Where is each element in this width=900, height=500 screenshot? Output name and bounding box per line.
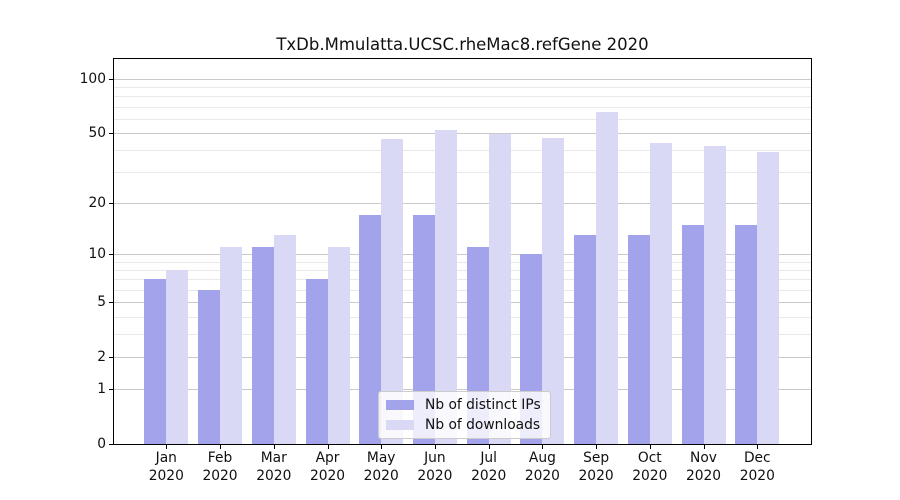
bar-downloads-sep <box>596 112 619 444</box>
x-tick-mark <box>596 445 598 449</box>
x-tick-label-nov: Nov 2020 <box>685 450 722 484</box>
major-gridline <box>114 254 811 256</box>
minor-gridline <box>114 172 811 174</box>
minor-gridline <box>114 261 811 263</box>
x-tick-mark <box>649 445 651 449</box>
major-gridline <box>114 302 811 304</box>
y-tick-mark <box>109 444 113 445</box>
y-tick-mark <box>109 203 113 204</box>
bar-distinct-ips-dec <box>735 224 758 444</box>
minor-gridline <box>114 86 811 88</box>
bar-downloads-jul <box>488 134 511 444</box>
y-tick-label: 50 <box>88 124 106 141</box>
x-tick-mark <box>703 445 705 449</box>
y-tick-mark <box>109 254 113 256</box>
minor-gridline <box>114 334 811 336</box>
minor-gridline <box>114 96 811 98</box>
x-tick-mark <box>488 445 490 449</box>
y-tick-label: 5 <box>97 294 106 311</box>
minor-gridline <box>114 106 811 108</box>
major-gridline <box>114 132 811 134</box>
x-tick-label-sep: Sep 2020 <box>578 450 614 484</box>
bar-distinct-ips-apr <box>305 279 328 444</box>
x-tick-mark <box>434 445 436 449</box>
legend-label-downloads: Nb of downloads <box>425 417 541 433</box>
bar-distinct-ips-feb <box>198 289 220 444</box>
minor-gridline <box>114 316 811 318</box>
x-tick-mark <box>220 445 221 449</box>
plot-area <box>113 58 812 445</box>
x-tick-label-oct: Oct 2020 <box>632 450 668 484</box>
major-gridline <box>114 357 811 358</box>
bar-downloads-mar <box>273 235 296 444</box>
legend-item-distinct-ips: Nb of distinct IPs <box>386 396 541 414</box>
y-tick-label: 10 <box>88 246 106 263</box>
x-tick-label-apr: Apr 2020 <box>309 450 346 484</box>
y-tick-label: 1 <box>97 381 106 398</box>
minor-gridline <box>114 289 811 291</box>
minor-gridline <box>114 118 811 120</box>
bar-distinct-ips-oct <box>627 235 650 444</box>
bar-distinct-ips-jun <box>412 215 435 444</box>
legend-label-distinct-ips: Nb of distinct IPs <box>425 397 541 413</box>
legend-swatch-distinct-ips-icon <box>386 400 414 410</box>
bar-distinct-ips-may <box>359 215 382 444</box>
y-tick-label: 20 <box>88 195 106 211</box>
y-tick-mark <box>109 389 113 391</box>
x-tick-label-aug: Aug 2020 <box>524 450 560 484</box>
minor-gridline <box>114 279 811 281</box>
x-tick-label-jan: Jan 2020 <box>148 450 184 484</box>
major-gridline <box>114 203 811 204</box>
legend: Nb of distinct IPs Nb of downloads <box>378 391 551 439</box>
x-tick-label-dec: Dec 2020 <box>739 450 775 484</box>
x-tick-mark <box>327 445 329 449</box>
x-tick-label-may: May 2020 <box>363 450 399 484</box>
major-gridline <box>114 389 811 391</box>
bar-distinct-ips-mar <box>251 247 274 444</box>
y-tick-mark <box>109 302 113 304</box>
bar-distinct-ips-jan <box>144 279 167 444</box>
y-tick-label: 100 <box>79 70 106 87</box>
x-tick-mark <box>273 445 275 449</box>
x-tick-mark <box>166 445 168 449</box>
minor-gridline <box>114 270 811 271</box>
bar-distinct-ips-sep <box>574 235 597 444</box>
x-tick-label-jul: Jul 2020 <box>471 450 507 484</box>
minor-gridline <box>114 150 811 151</box>
y-tick-label: 2 <box>97 349 106 365</box>
bar-downloads-aug <box>542 137 565 444</box>
bar-downloads-oct <box>649 142 672 444</box>
bar-downloads-jun <box>434 129 457 444</box>
x-tick-mark <box>542 445 544 449</box>
bar-distinct-ips-nov <box>681 224 704 444</box>
x-tick-mark <box>757 445 759 449</box>
x-tick-label-mar: Mar 2020 <box>256 450 292 484</box>
x-tick-label-jun: Jun 2020 <box>417 450 453 484</box>
y-tick-mark <box>109 132 113 134</box>
bar-downloads-may <box>381 139 404 444</box>
y-tick-label: 0 <box>97 436 106 452</box>
major-gridline <box>114 78 811 80</box>
bar-downloads-nov <box>703 146 726 444</box>
x-tick-label-feb: Feb 2020 <box>202 450 238 484</box>
legend-item-downloads: Nb of downloads <box>386 416 541 434</box>
y-tick-mark <box>109 357 113 358</box>
chart-title: TxDb.Mmulatta.UCSC.rheMac8.refGene 2020 <box>276 35 649 54</box>
y-tick-mark <box>109 78 113 80</box>
bar-downloads-feb <box>220 247 242 444</box>
bar-downloads-apr <box>327 247 350 444</box>
bar-downloads-jan <box>166 270 189 444</box>
x-tick-mark <box>381 445 383 449</box>
legend-swatch-downloads-icon <box>386 420 414 430</box>
bar-downloads-dec <box>757 151 780 444</box>
